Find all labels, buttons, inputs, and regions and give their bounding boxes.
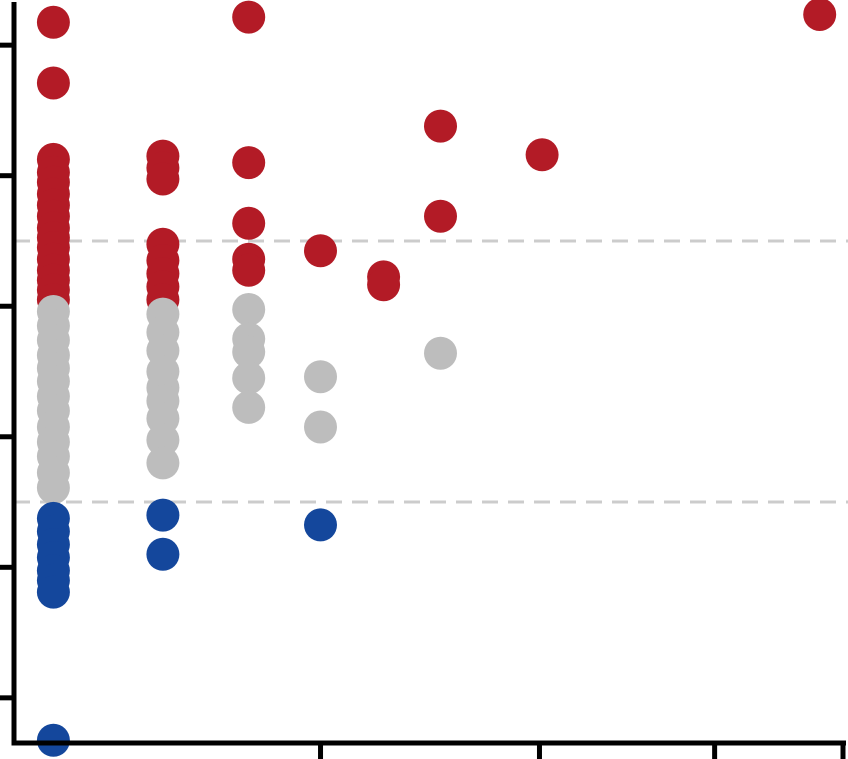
data-point-neutral-12 bbox=[36, 471, 70, 505]
data-point-down-6 bbox=[36, 575, 70, 609]
data-point-up-29 bbox=[304, 234, 337, 268]
data-point-neutral-27 bbox=[304, 360, 337, 394]
data-point-neutral-25 bbox=[232, 361, 266, 395]
data-point-neutral-22 bbox=[232, 293, 266, 326]
data-point-up-18 bbox=[146, 162, 180, 196]
data-point-neutral-29 bbox=[424, 336, 457, 370]
data-point-up-1 bbox=[36, 66, 70, 100]
data-point-up-28 bbox=[232, 253, 266, 287]
data-point-neutral-24 bbox=[232, 335, 266, 369]
data-point-up-24 bbox=[232, 0, 266, 34]
data-point-neutral-26 bbox=[232, 390, 266, 424]
data-point-neutral-20 bbox=[146, 423, 180, 457]
data-point-down-10 bbox=[36, 723, 70, 757]
data-point-down-8 bbox=[146, 537, 180, 571]
data-point-up-35 bbox=[803, 0, 837, 31]
data-points bbox=[36, 0, 837, 757]
data-point-neutral-28 bbox=[304, 410, 337, 444]
reference-lines bbox=[14, 239, 848, 504]
data-point-up-25 bbox=[232, 146, 266, 180]
data-point-neutral-21 bbox=[146, 446, 180, 480]
data-point-up-32 bbox=[424, 109, 457, 143]
data-point-down-9 bbox=[304, 508, 337, 542]
data-point-down-7 bbox=[146, 498, 180, 532]
data-point-up-0 bbox=[36, 5, 70, 39]
data-point-up-26 bbox=[232, 206, 266, 240]
data-point-up-33 bbox=[424, 199, 457, 233]
data-point-up-31 bbox=[367, 268, 401, 302]
data-point-up-34 bbox=[525, 138, 559, 172]
